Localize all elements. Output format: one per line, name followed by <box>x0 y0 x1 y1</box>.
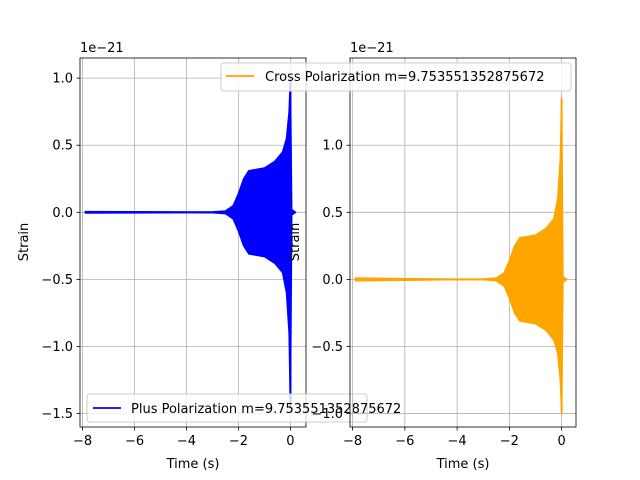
plus-x-tick-label: −4 <box>177 434 196 449</box>
plus-y-tick-label: −0.5 <box>41 273 73 288</box>
cross-x-tick-label: 0 <box>557 434 565 449</box>
plus-axes-frame <box>79 57 307 428</box>
cross-legend-box <box>220 62 572 92</box>
plus-legend-box <box>86 393 368 423</box>
cross-y-tick-label: 0.5 <box>322 206 343 221</box>
plus-y-tick-label: 0.5 <box>52 139 73 154</box>
cross-axes-frame <box>349 57 577 428</box>
plus-legend: Plus Polarization m=9.753551352875672 <box>86 393 401 423</box>
plus-legend-label: Plus Polarization m=9.753551352875672 <box>131 402 401 417</box>
plus-x-tick-label: −8 <box>73 434 92 449</box>
plus-y-tick-label: −1.0 <box>41 340 73 355</box>
cross-y-tick-label: 0.0 <box>322 273 343 288</box>
cross-waveform-envelope <box>354 97 568 415</box>
cross-legend-label: Cross Polarization m=9.753551352875672 <box>265 70 544 85</box>
plus-x-tick-label: 0 <box>286 434 294 449</box>
plus-x-tick-label: −2 <box>229 434 248 449</box>
cross-legend: Cross Polarization m=9.753551352875672 <box>220 62 572 92</box>
plus-waveform-envelope <box>84 77 297 408</box>
cross-series <box>354 97 568 415</box>
plus-y-tick-label: 1.0 <box>52 72 73 87</box>
cross-x-tick-label: −8 <box>343 434 362 449</box>
plus-polarization-subplot: −8 −6 −4 −2 0 −1.5 −1.0 −0.5 0.0 0.5 1.0 1e−21 Tim… <box>17 41 401 472</box>
cross-y-tick-label: −0.5 <box>311 340 343 355</box>
cross-data-area <box>354 97 568 415</box>
cross-polarization-subplot: −8 −6 −4 −2 0 −1.0 −0.5 0.0 0.5 1.0 1e−21 Time (s… <box>220 41 577 472</box>
cross-ticks: −8 −6 −4 −2 0 −1.0 −0.5 0.0 0.5 1.0 <box>311 139 565 449</box>
cross-y-tick-label: 1.0 <box>322 139 343 154</box>
cross-x-tick-label: −4 <box>448 434 467 449</box>
plus-x-axis-label: Time (s) <box>166 457 220 472</box>
plus-x-tick-label: −6 <box>125 434 144 449</box>
plus-offset-text: 1e−21 <box>80 41 124 56</box>
plus-series <box>84 77 297 408</box>
plus-y-tick-label: 0.0 <box>52 206 73 221</box>
cross-y-axis-label: Strain <box>288 223 303 262</box>
cross-x-tick-label: −2 <box>500 434 519 449</box>
plus-data-area <box>84 77 297 408</box>
cross-x-axis-label: Time (s) <box>436 457 490 472</box>
cross-x-tick-label: −6 <box>395 434 414 449</box>
cross-y-tick-label: −1.0 <box>311 407 343 422</box>
plus-y-axis-label: Strain <box>17 223 32 262</box>
cross-offset-text: 1e−21 <box>350 41 394 56</box>
plus-ticks: −8 −6 −4 −2 0 −1.5 −1.0 −0.5 0.0 0.5 1.0 <box>41 72 294 449</box>
plus-y-tick-label: −1.5 <box>41 407 73 422</box>
